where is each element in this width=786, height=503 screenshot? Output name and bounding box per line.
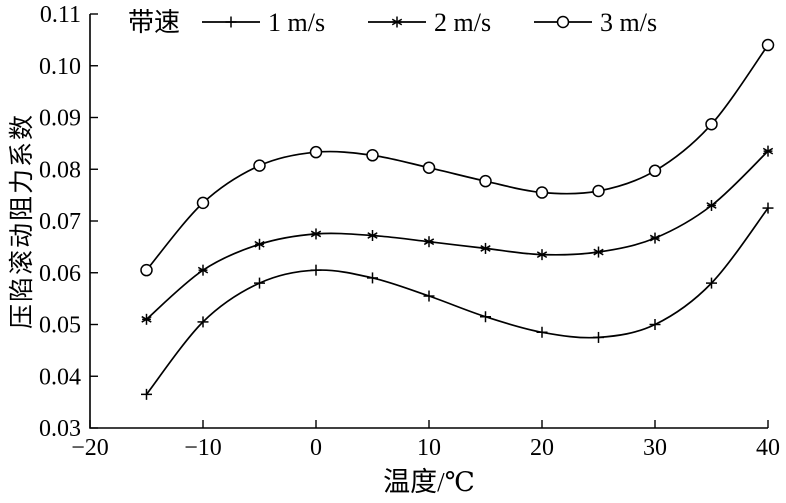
legend-label: 3 m/s bbox=[600, 8, 657, 37]
x-tick-label: 10 bbox=[417, 435, 441, 461]
series-line-2m/s bbox=[145, 150, 769, 320]
plus-marker bbox=[225, 16, 237, 28]
asterisk-marker bbox=[480, 242, 491, 254]
plus-marker bbox=[197, 316, 209, 328]
plus-marker bbox=[254, 277, 265, 289]
plus-marker bbox=[423, 290, 435, 302]
x-axis-title: 温度/℃ bbox=[383, 467, 475, 497]
legend-title: 带速 bbox=[128, 8, 180, 37]
circle-marker bbox=[309, 145, 323, 159]
asterisk-marker bbox=[536, 249, 548, 261]
circle-marker bbox=[592, 184, 605, 198]
y-tick-label: 0.05 bbox=[39, 313, 81, 339]
plus-marker bbox=[536, 326, 548, 338]
x-tick-label: −10 bbox=[184, 435, 222, 461]
plus-marker bbox=[367, 272, 378, 284]
y-tick-label: 0.06 bbox=[39, 261, 81, 287]
plus-marker bbox=[480, 311, 491, 323]
series-line-3m/s bbox=[145, 44, 769, 271]
asterisk-marker bbox=[391, 16, 403, 28]
asterisk-marker bbox=[141, 313, 152, 325]
asterisk-marker bbox=[254, 238, 265, 250]
asterisk-marker bbox=[593, 246, 604, 258]
plus-marker bbox=[141, 388, 152, 400]
y-tick-label: 0.04 bbox=[39, 364, 81, 390]
x-tick-label: −20 bbox=[71, 435, 109, 461]
plus-marker bbox=[762, 202, 774, 214]
circle-marker bbox=[648, 164, 662, 178]
legend-label: 1 m/s bbox=[268, 8, 325, 37]
plus-marker bbox=[593, 331, 604, 343]
x-tick-label: 30 bbox=[643, 435, 667, 461]
circle-marker bbox=[366, 149, 379, 162]
axis-lines bbox=[89, 14, 768, 429]
y-tick-label: 0.09 bbox=[39, 106, 81, 132]
y-tick-label: 0.03 bbox=[39, 416, 81, 442]
y-tick-label: 0.11 bbox=[40, 2, 81, 28]
asterisk-marker bbox=[310, 228, 322, 240]
circle-marker bbox=[422, 161, 436, 174]
asterisk-marker bbox=[649, 232, 661, 244]
legend-label: 2 m/s bbox=[434, 8, 491, 37]
circle-marker bbox=[140, 263, 153, 277]
plus-marker bbox=[706, 277, 717, 289]
asterisk-marker bbox=[367, 229, 378, 241]
y-axis-title: 压陷滚动阻力系数 bbox=[9, 113, 36, 330]
circle-marker bbox=[196, 196, 210, 210]
plus-marker bbox=[649, 319, 661, 330]
asterisk-marker bbox=[423, 236, 435, 248]
circle-marker bbox=[535, 186, 549, 199]
plus-marker bbox=[310, 264, 322, 276]
series-line-1m/s bbox=[145, 207, 769, 395]
circle-marker bbox=[556, 15, 570, 29]
circle-marker bbox=[761, 38, 775, 52]
circle-marker bbox=[479, 174, 492, 188]
circle-marker bbox=[253, 159, 266, 172]
asterisk-marker bbox=[197, 264, 209, 276]
y-tick-label: 0.10 bbox=[39, 54, 81, 80]
y-tick-label: 0.07 bbox=[39, 209, 81, 235]
circle-marker bbox=[705, 117, 718, 131]
x-tick-label: 0 bbox=[310, 435, 322, 461]
x-tick-label: 20 bbox=[530, 435, 554, 461]
y-tick-label: 0.08 bbox=[39, 157, 81, 183]
asterisk-marker bbox=[706, 199, 717, 211]
asterisk-marker bbox=[762, 145, 774, 157]
x-tick-label: 40 bbox=[756, 435, 780, 461]
